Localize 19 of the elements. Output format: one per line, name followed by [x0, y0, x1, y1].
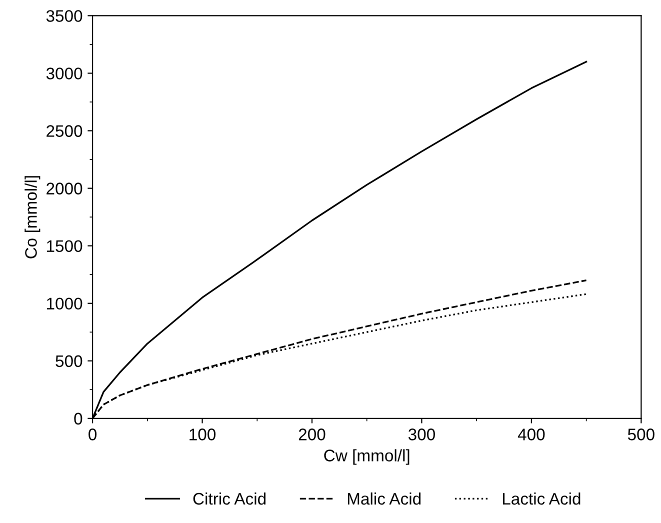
y-tick-label: 0	[74, 412, 82, 425]
x-tick-label: 500	[628, 428, 654, 440]
y-tick-label: 1500	[47, 240, 82, 252]
x-tick-label: 400	[518, 428, 545, 440]
x-axis-title: Cw [mmol/l]	[324, 449, 410, 465]
legend-label: Malic Acid	[348, 492, 421, 505]
x-tick-label: 300	[408, 428, 435, 440]
legend-label: Lactic Acid	[502, 492, 580, 505]
y-tick-label: 2500	[46, 125, 82, 137]
y-tick-label: 3500	[46, 10, 82, 22]
y-tick-label: 3000	[46, 68, 82, 80]
x-tick-label: 0	[88, 428, 97, 440]
y-tick-label: 500	[56, 355, 82, 368]
legend-label: Citric Acid	[193, 492, 266, 505]
x-tick-label: 100	[190, 428, 216, 440]
y-tick-label: 1000	[47, 298, 82, 310]
y-axis-title: Co [mmol/l]	[24, 176, 40, 258]
x-tick-label: 200	[298, 428, 326, 440]
y-tick-label: 2000	[46, 182, 82, 194]
